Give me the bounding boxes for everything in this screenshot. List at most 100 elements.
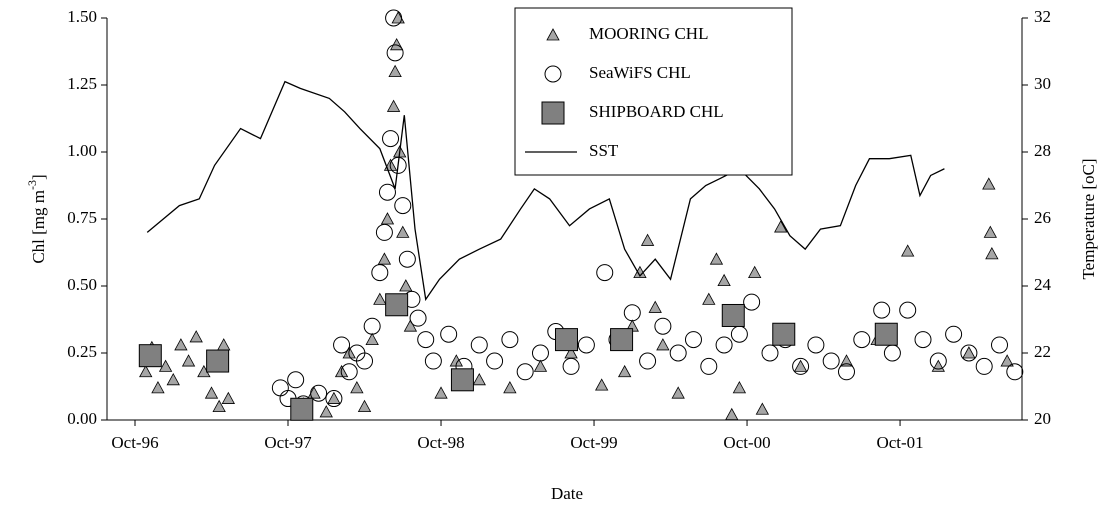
triangle-marker: [139, 364, 153, 378]
circle-marker: [470, 336, 488, 354]
triangle-marker: [327, 391, 341, 404]
triangle-marker: [396, 225, 410, 238]
triangle-marker: [725, 407, 739, 421]
square-marker: [290, 397, 314, 421]
y2-tick-label: 26: [1034, 208, 1051, 227]
circle-marker: [715, 336, 733, 354]
triangle-marker: [391, 11, 405, 24]
circle-marker: [389, 156, 407, 174]
circle-marker: [394, 197, 412, 215]
triangle-marker: [365, 332, 379, 346]
y-label-sup: -3: [25, 180, 39, 190]
circle-marker: [873, 301, 891, 319]
circle-marker: [501, 331, 519, 349]
triangle-marker: [595, 378, 609, 391]
y2-tick-label: 32: [1034, 7, 1051, 26]
circle-marker: [899, 301, 917, 319]
circle-marker: [440, 325, 458, 343]
circle-marker: [375, 223, 393, 241]
triangle-marker: [307, 386, 321, 399]
y2-tick-label: 22: [1034, 342, 1051, 361]
triangle-marker: [648, 300, 662, 313]
triangle-marker: [774, 220, 788, 233]
triangle-marker: [221, 391, 236, 404]
triangle-marker: [386, 99, 401, 112]
square-marker: [138, 344, 162, 368]
y-tick-label: 0.25: [67, 342, 97, 361]
circle-marker: [700, 357, 718, 375]
circle-marker: [356, 352, 374, 370]
circle-marker: [669, 344, 687, 362]
triangle-marker: [472, 372, 486, 386]
triangle-marker: [204, 386, 219, 399]
y2-tick-label: 24: [1034, 275, 1052, 294]
triangle-marker: [403, 319, 418, 332]
circle-marker: [822, 352, 840, 370]
x-tick-label: Oct-01: [876, 433, 923, 452]
triangle-marker: [671, 386, 685, 399]
triangle-marker: [982, 177, 996, 190]
circle-marker: [960, 344, 978, 362]
triangle-marker: [319, 405, 333, 418]
circle-marker: [975, 357, 993, 375]
triangle-marker: [617, 364, 632, 378]
circle-marker: [398, 250, 416, 268]
circle-marker: [516, 363, 534, 381]
triangle-marker: [1000, 354, 1014, 367]
x-tick-label: Oct-96: [111, 433, 158, 452]
y2-tick-label: 30: [1034, 74, 1051, 93]
x-tick-label: Oct-97: [264, 433, 312, 452]
circle-marker: [417, 331, 435, 349]
circle-marker: [1006, 363, 1024, 381]
circle-marker: [623, 304, 641, 322]
triangle-marker: [640, 233, 655, 246]
legend-box: [514, 7, 793, 176]
circle-marker: [807, 336, 825, 354]
x-tick-label: Oct-99: [570, 433, 617, 452]
triangle-marker: [212, 399, 226, 413]
square-marker: [206, 349, 230, 373]
circle-marker: [562, 357, 580, 375]
circle-marker: [363, 317, 381, 335]
circle-marker: [378, 183, 396, 201]
triangle-marker: [533, 359, 548, 372]
circle-marker: [730, 325, 748, 343]
circle-marker: [991, 336, 1009, 354]
square-marker: [772, 322, 796, 346]
circle-marker: [577, 336, 595, 354]
sst-line: [146, 80, 945, 302]
triangle-marker: [717, 273, 731, 287]
triangle-marker: [189, 330, 203, 343]
triangle-marker: [709, 252, 724, 265]
circle-marker: [853, 331, 871, 349]
triangle-marker: [151, 381, 165, 394]
triangle-marker: [732, 381, 747, 394]
triangle-marker: [399, 279, 413, 292]
triangle-marker: [373, 292, 387, 305]
circle-marker: [271, 379, 289, 397]
triangle-marker: [434, 386, 448, 399]
triangle-marker: [503, 381, 517, 394]
y-axis-label: Chl [mg m-3]: [25, 174, 48, 263]
x-tick-label: Oct-00: [723, 433, 770, 452]
circle-marker: [386, 44, 404, 62]
y-tick-label: 0.00: [67, 409, 97, 428]
circle-marker: [424, 352, 442, 370]
circle-marker: [340, 363, 358, 381]
triangle-marker: [656, 338, 670, 351]
triangle-marker: [217, 338, 231, 351]
square-marker: [450, 368, 474, 392]
circle-marker: [639, 352, 657, 370]
triangle-marker: [166, 372, 180, 386]
triangle-marker: [389, 37, 404, 51]
y2-tick-label: 28: [1034, 141, 1051, 160]
circle-marker: [531, 344, 549, 362]
triangle-marker: [546, 28, 560, 41]
circle-marker: [486, 352, 504, 370]
triangle-marker: [962, 346, 976, 359]
x-tick-label: Oct-98: [417, 433, 464, 452]
circle-marker: [792, 357, 810, 375]
circle-marker: [743, 293, 761, 311]
triangle-marker: [839, 354, 854, 367]
y-tick-label: 0.50: [67, 275, 97, 294]
